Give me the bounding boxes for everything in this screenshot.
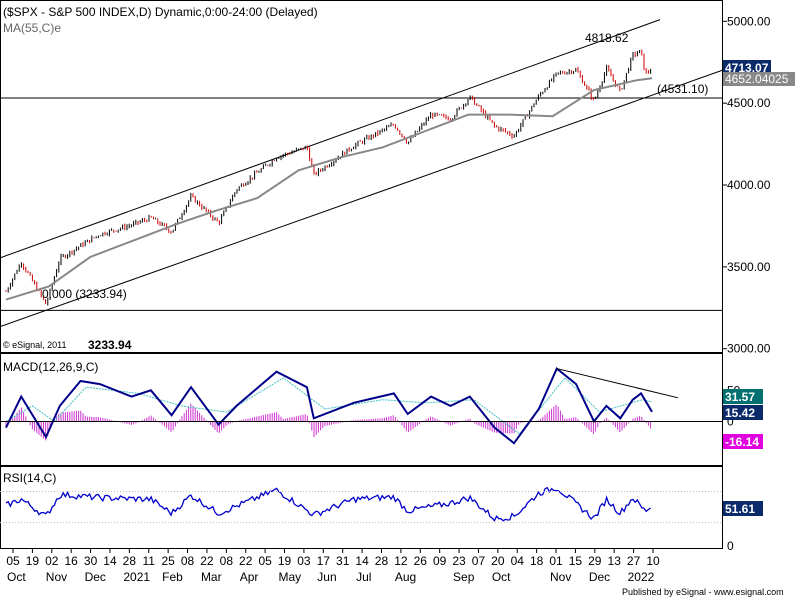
signal-value-tag: 15.42 (723, 405, 763, 420)
x-day-label: 19 (26, 554, 40, 568)
macd-label: MACD(12,26,9,C) (3, 360, 98, 374)
ma55-line (5, 77, 653, 301)
x-month-label: Mar (201, 570, 222, 584)
x-day-label: 22 (239, 554, 253, 568)
x-day-label: 08 (181, 554, 195, 568)
macd-tick-label: 0 (727, 414, 734, 428)
price-tick-label: 5000.00 (727, 14, 771, 28)
x-month-label: Jul (356, 570, 371, 584)
rsi-label: RSI(14,C) (3, 471, 56, 485)
price-panel (0, 0, 723, 353)
x-month-label: Aug (395, 570, 416, 584)
x-day-label: 16 (65, 554, 79, 568)
low-fib-annotation: 0.000 (3233.94) (42, 287, 127, 301)
x-day-label: 03 (297, 554, 311, 568)
price-tick-label: 4500.00 (727, 96, 771, 110)
x-day-label: 31 (336, 554, 350, 568)
copyright-text: © eSignal, 2011 (3, 340, 67, 350)
x-day-label: 11 (143, 554, 156, 568)
rsi-panel (0, 466, 723, 549)
macd-value-tag: 31.57 (723, 389, 763, 404)
x-day-label: 01 (549, 554, 563, 568)
x-month-label: Dec (589, 570, 610, 584)
x-day-label: 20 (491, 554, 505, 568)
x-month-label: Nov (550, 570, 571, 584)
macd-signal-line (5, 377, 653, 435)
macd-value: 31.57 (725, 390, 755, 404)
x-month-label: Oct (492, 570, 511, 584)
x-day-label: 15 (569, 554, 583, 568)
rsi-value: 51.61 (725, 502, 755, 516)
hist-value-tag: -16.14 (723, 434, 763, 449)
rsi-value-tag: 51.61 (723, 501, 763, 516)
hist-value: -16.14 (725, 435, 759, 449)
upper-channel-line (0, 19, 661, 259)
x-day-label: 26 (414, 554, 428, 568)
x-day-label: 25 (161, 554, 175, 568)
price-tick-label: 3500.00 (727, 260, 771, 274)
x-day-label: 28 (123, 554, 137, 568)
chart-title: ($SPX - S&P 500 INDEX,D) Dynamic,0:00-24… (3, 5, 318, 19)
x-day-label: 19 (278, 554, 292, 568)
x-day-label: 27 (627, 554, 641, 568)
x-month-label: 2022 (628, 570, 655, 584)
publisher-text: Published by eSignal - www.esignal.com (622, 587, 784, 597)
close-price-value: 4713.07 (725, 61, 769, 75)
x-day-label: 14 (355, 554, 369, 568)
lower-channel-line (0, 69, 723, 328)
high-annotation: 4818.62 (585, 31, 629, 45)
x-day-label: 04 (511, 554, 525, 568)
x-day-label: 18 (530, 554, 544, 568)
x-day-label: 08 (220, 554, 234, 568)
support-annotation: (4531.10) (657, 82, 708, 96)
x-day-label: 28 (375, 554, 389, 568)
ma-value-tag: 4652.04025 (723, 72, 795, 86)
x-day-label: 12 (394, 554, 408, 568)
price-tick-label: 4000.00 (727, 178, 771, 192)
x-month-label: Feb (162, 570, 183, 584)
x-day-label: 07 (472, 554, 486, 568)
price-tick-label: 3000.00 (727, 342, 771, 356)
x-day-label: 14 (103, 554, 117, 568)
ma-value: 4652.04025 (725, 72, 789, 86)
macd-panel (0, 353, 723, 466)
x-day-label: 05 (6, 554, 20, 568)
x-month-label: Jun (317, 570, 336, 584)
close-price-tag: 4713.07 (723, 60, 771, 75)
low-value-annotation: 3233.94 (88, 338, 132, 352)
x-day-label: 30 (84, 554, 98, 568)
x-day-label: 22 (200, 554, 214, 568)
x-month-label: Sep (453, 570, 475, 584)
x-day-label: 23 (452, 554, 466, 568)
signal-value: 15.42 (725, 406, 755, 420)
rsi-line (5, 486, 651, 522)
macd-trend-line (556, 368, 679, 399)
x-day-label: 02 (45, 554, 59, 568)
ma-label: MA(55,C)e (3, 21, 61, 35)
x-day-label: 05 (258, 554, 272, 568)
rsi-tick-label: 0 (727, 539, 734, 553)
x-month-label: 2021 (123, 570, 150, 584)
x-day-label: 17 (317, 554, 331, 568)
x-month-label: Apr (240, 570, 259, 584)
x-day-label: 10 (646, 554, 660, 568)
x-day-label: 13 (608, 554, 622, 568)
x-month-label: Dec (85, 570, 106, 584)
x-month-label: May (279, 570, 302, 584)
x-day-label: 09 (433, 554, 447, 568)
x-month-label: Oct (7, 570, 26, 584)
x-day-label: 29 (588, 554, 602, 568)
macd-line (5, 367, 653, 445)
x-month-label: Nov (46, 570, 67, 584)
